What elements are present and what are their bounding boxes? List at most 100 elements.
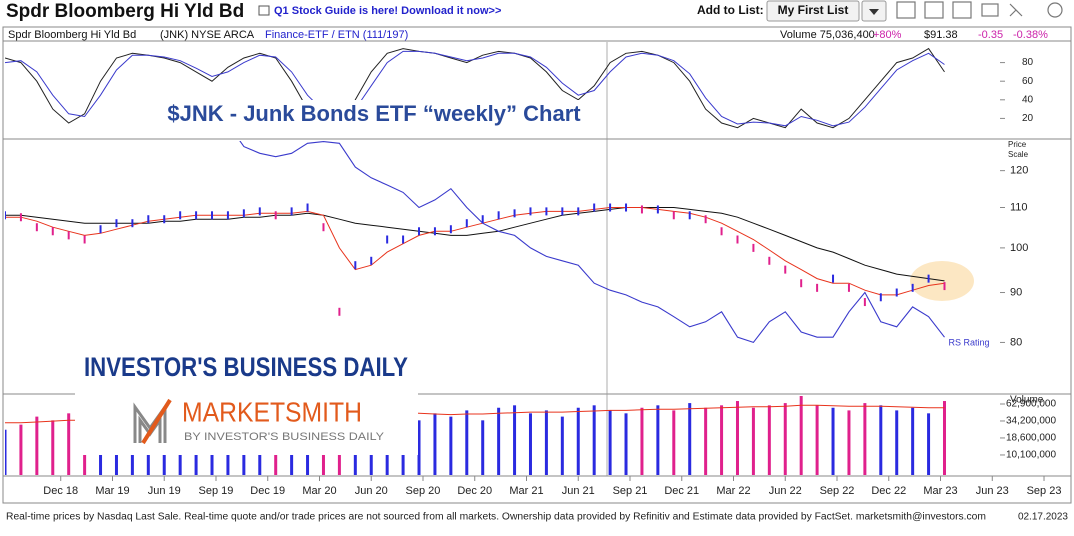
x-tick-label: Mar 23 — [923, 485, 957, 497]
y-tick-label: 20 — [1022, 113, 1034, 124]
tools-icon[interactable] — [1009, 3, 1023, 17]
price-bar — [147, 215, 150, 224]
volume-bar — [911, 407, 915, 475]
y-tick-label: 10,100,000 — [1006, 450, 1056, 461]
ms-emblem-arrow — [141, 398, 172, 445]
volume-bar — [481, 420, 485, 475]
price-bar — [911, 283, 914, 292]
volume-bar — [528, 413, 532, 475]
volume-bar — [5, 429, 7, 475]
price-bar — [19, 213, 22, 222]
footer-disclaimer: Real-time prices by Nasdaq Last Sale. Re… — [6, 512, 986, 523]
price-bar — [83, 235, 86, 244]
chart-icon[interactable] — [896, 1, 916, 19]
price-bar — [433, 227, 436, 236]
print-icon[interactable] — [981, 3, 999, 17]
price-bar — [67, 231, 70, 240]
x-tick-label: Sep 23 — [1027, 485, 1062, 497]
price-bar — [163, 215, 166, 224]
price-bar — [768, 256, 771, 265]
volume-axis-label: Volume — [1010, 395, 1044, 406]
volume-bar — [417, 420, 421, 475]
price-bar — [322, 223, 325, 232]
price-bar — [656, 205, 659, 214]
volume-bar — [688, 403, 692, 475]
chart-frame — [2, 40, 1072, 504]
price-bar — [99, 225, 102, 234]
annotation-box — [152, 100, 596, 130]
volume-bar — [449, 416, 453, 475]
line-icon[interactable] — [952, 1, 972, 19]
x-tick-label: Dec 21 — [664, 485, 699, 497]
moving-average — [5, 207, 945, 296]
page-title: Spdr Bloomberg Hi Yld Bd — [6, 1, 244, 22]
price-axis-label: Price — [1008, 140, 1027, 149]
price-bar — [306, 203, 309, 212]
ibd-logo: INVESTOR'S BUSINESS DAILY — [84, 352, 408, 382]
info-name: Spdr Bloomberg Hi Yld Bd — [8, 29, 136, 41]
annotation: $JNK - Junk Bonds ETF “weekly” Chart — [167, 101, 581, 126]
y-tick-label: 62,900,000 — [1006, 399, 1056, 410]
x-tick-label: Jun 20 — [355, 485, 388, 497]
marketsmith-sub: BY INVESTOR'S BUSINESS DAILY — [184, 431, 385, 443]
price-bar — [720, 227, 723, 236]
volume-bar — [767, 405, 771, 475]
price-bar — [832, 274, 835, 283]
volume-bar — [35, 416, 39, 475]
info-group[interactable]: Finance-ETF / ETN (111/197) — [265, 29, 408, 41]
grid-icon[interactable] — [924, 1, 944, 19]
dropdown-arrow — [869, 9, 879, 15]
price-bar — [226, 211, 229, 220]
price-bar — [115, 219, 118, 228]
info-exchange: (JNK) NYSE ARCA — [160, 29, 255, 41]
volume-bar — [544, 410, 548, 475]
x-tick-label: Jun 23 — [976, 485, 1009, 497]
y-tick-label: 80 — [1022, 57, 1034, 68]
price-lines — [5, 141, 946, 344]
price-bar — [465, 219, 468, 228]
help-icon[interactable] — [1047, 2, 1063, 18]
promo-link[interactable]: Q1 Stock Guide is here! Download it now>… — [274, 5, 501, 17]
price-bar — [816, 283, 819, 292]
y-tick-label: 18,600,000 — [1006, 433, 1056, 444]
volume-bar — [735, 401, 739, 475]
volume-bar — [560, 416, 564, 475]
list-name[interactable]: My First List — [778, 3, 849, 17]
price-bar — [497, 211, 500, 220]
price-bar — [688, 211, 691, 220]
price-bar — [242, 209, 245, 218]
x-tick-label: Dec 22 — [871, 485, 906, 497]
price-bar — [672, 211, 675, 220]
price-bar — [577, 207, 580, 216]
stochastic-lines — [5, 47, 945, 129]
info-price: $91.38 — [924, 29, 958, 41]
price-bar — [800, 279, 803, 288]
price-bar — [545, 207, 548, 216]
info-volume: Volume 75,036,400 — [780, 29, 875, 41]
volume-bar — [592, 405, 596, 475]
price-bar — [704, 215, 707, 224]
flag-icon — [258, 5, 270, 16]
price-bar — [529, 207, 532, 216]
price-bar — [338, 307, 341, 316]
x-tick-label: Mar 20 — [302, 485, 336, 497]
x-tick-label: Sep 19 — [199, 485, 234, 497]
x-tick-label: Sep 22 — [820, 485, 855, 497]
info-change: -0.35 — [978, 29, 1003, 41]
volume-bar — [608, 410, 612, 475]
volume-bar — [513, 405, 517, 475]
add-to-list-label: Add to List: — [697, 3, 764, 17]
price-bar — [131, 219, 134, 228]
price-bar — [863, 298, 866, 307]
list-select[interactable] — [766, 0, 860, 22]
price-bar — [51, 227, 54, 236]
price-bar — [895, 288, 898, 297]
y-tick-label: 90 — [1010, 286, 1022, 298]
y-tick-label: 80 — [1010, 336, 1022, 348]
volume-bar — [879, 405, 883, 475]
price-bar — [370, 256, 373, 265]
price-bar — [195, 211, 198, 220]
volume-bar — [19, 424, 23, 475]
